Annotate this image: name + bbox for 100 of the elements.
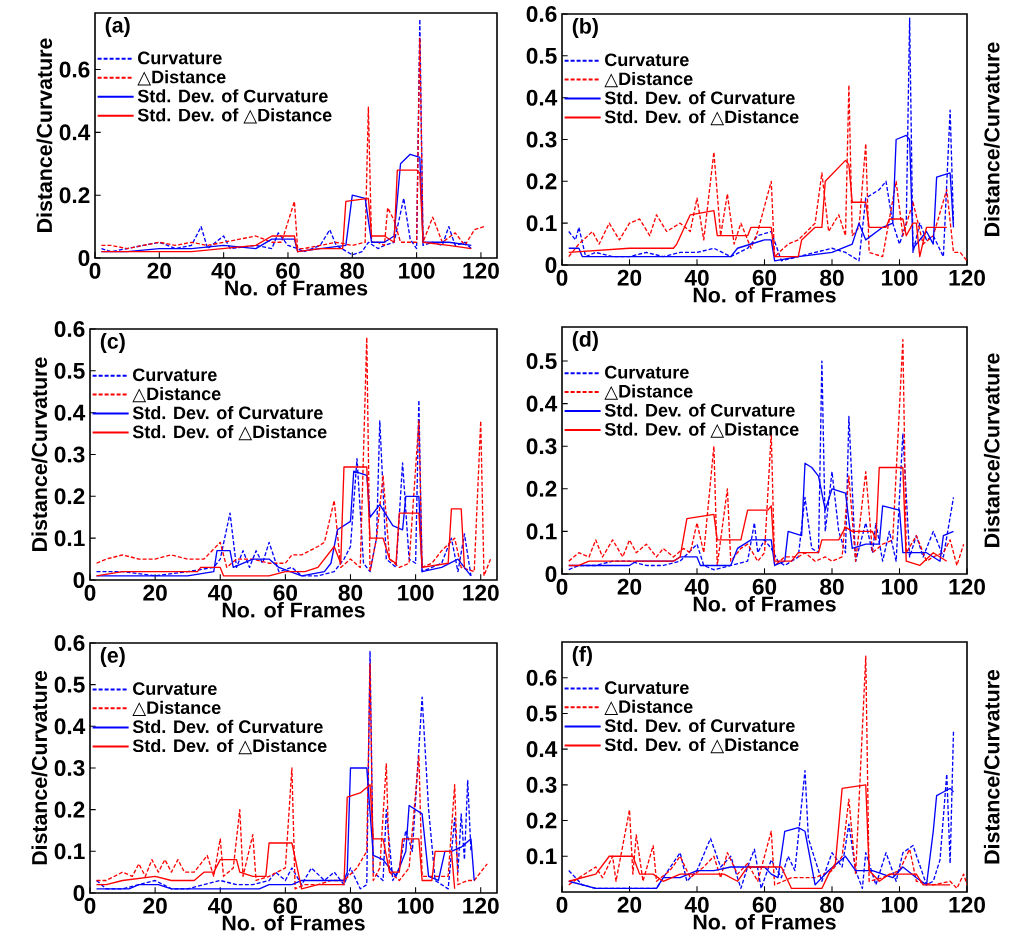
y-tick-label: 0.2 — [54, 801, 85, 818]
y-tick-label: 0.6 — [59, 61, 90, 78]
x-tick-label: 100 — [398, 584, 434, 601]
x-tick-label: 40 — [684, 578, 709, 595]
x-tick-label: 40 — [684, 269, 709, 286]
y-tick-label: 0.2 — [54, 488, 85, 505]
x-tick-label: 20 — [617, 269, 642, 286]
annotation: (e) — [100, 647, 125, 667]
legend-label: Std. Dev. of Curvature — [604, 403, 795, 417]
x-tick-label: 60 — [273, 897, 298, 914]
x-tick-label: 100 — [882, 578, 918, 595]
y-tick-label: 0.3 — [54, 759, 85, 777]
legend-label: Std. Dev. of △Distance — [604, 422, 799, 438]
legend-label: △Distance — [132, 700, 221, 717]
y-tick-label: 0.4 — [54, 718, 86, 735]
legend-label: Std. Dev. of △Distance — [604, 110, 799, 126]
y-tick-label: 0.6 — [54, 634, 85, 652]
y-axis-title: Distance/Curvature — [31, 357, 48, 551]
x-tick-label: 80 — [820, 269, 844, 286]
y-tick-label: 0.6 — [526, 5, 557, 23]
legend-label: △Distance — [132, 386, 221, 403]
y-axis-title: Distance/Curvature — [983, 42, 1000, 236]
x-axis-title: No. of Frames — [693, 913, 836, 930]
x-tick-label: 100 — [882, 269, 918, 286]
x-tick-label: 60 — [752, 896, 777, 913]
x-tick-label: 100 — [398, 897, 434, 914]
x-tick-label: 60 — [273, 584, 298, 601]
y-tick-label: 0.5 — [526, 47, 557, 64]
y-tick-label: 0.2 — [526, 480, 557, 497]
x-tick-label: 20 — [143, 897, 167, 914]
x-tick-label: 100 — [399, 262, 435, 279]
legend-label: Curvature — [133, 368, 217, 382]
y-axis-title: Distance/Curvature — [31, 670, 48, 865]
y-tick-label: 0.4 — [526, 741, 558, 758]
annotation: (b) — [572, 18, 598, 38]
y-tick-label: 0.4 — [526, 89, 558, 106]
legend-label: △Distance — [604, 71, 693, 88]
y-tick-label: 0.3 — [526, 776, 557, 793]
x-tick-label: 0 — [89, 262, 101, 279]
legend-label: Curvature — [605, 365, 689, 379]
x-tick-label: 40 — [684, 896, 709, 913]
y-tick-label: 0.5 — [54, 676, 85, 693]
y-axis-title: Distance/Curvature — [983, 669, 1000, 864]
legend-label: △Distance — [137, 70, 226, 86]
y-tick-label: 0.1 — [526, 848, 557, 865]
x-tick-label: 120 — [463, 897, 499, 914]
y-tick-label: 0.2 — [526, 812, 557, 829]
x-tick-label: 60 — [276, 262, 300, 279]
x-tick-label: 20 — [147, 262, 171, 279]
y-tick-label: 0.3 — [526, 438, 557, 455]
y-tick-label: 0.6 — [526, 669, 557, 686]
x-axis-title: No. of Frames — [693, 286, 836, 303]
legend-label: Std. Dev. of △Distance — [604, 737, 799, 754]
legend-label: Curvature — [138, 51, 222, 65]
annotation: (f) — [572, 646, 592, 666]
x-tick-label: 80 — [820, 578, 844, 595]
x-tick-label: 120 — [463, 262, 499, 279]
legend-label: Std. Dev. of Curvature — [137, 89, 328, 103]
y-tick-label: 0 — [545, 565, 557, 583]
x-tick-label: 80 — [340, 262, 364, 279]
legend-label: Std. Dev. of Curvature — [132, 406, 323, 420]
y-tick-label: 0.1 — [526, 215, 557, 232]
y-tick-label: 0 — [73, 884, 85, 902]
y-tick-label: 0.2 — [59, 187, 90, 204]
x-tick-label: 80 — [338, 584, 363, 601]
y-tick-label: 0.4 — [54, 404, 86, 421]
y-tick-label: 0.1 — [526, 523, 557, 540]
x-tick-label: 60 — [752, 269, 777, 286]
legend-label: Curvature — [605, 681, 689, 694]
legend-label: △Distance — [604, 384, 693, 400]
y-axis-title: Distance/Curvature — [36, 38, 53, 232]
annotation: (c) — [100, 333, 125, 353]
y-tick-label: 0.3 — [526, 131, 557, 148]
legend-label: Std. Dev. of △Distance — [132, 738, 327, 755]
y-tick-label: 0.5 — [526, 705, 557, 722]
x-tick-label: 80 — [338, 897, 363, 914]
y-tick-label: 0.5 — [526, 353, 557, 370]
x-tick-label: 20 — [143, 584, 167, 601]
y-axis-title: Distance/Curvature — [983, 353, 1000, 547]
legend-label: Std. Dev. of △Distance — [137, 108, 332, 124]
y-tick-label: 0.4 — [59, 124, 91, 141]
legend-label: Std. Dev. of Curvature — [604, 91, 795, 105]
y-tick-label: 0.5 — [54, 362, 85, 379]
x-tick-label: 20 — [617, 578, 642, 595]
x-tick-label: 40 — [207, 897, 232, 914]
x-tick-label: 120 — [463, 584, 499, 601]
x-tick-label: 40 — [207, 584, 232, 601]
x-tick-label: 60 — [752, 578, 777, 595]
x-tick-label: 120 — [949, 578, 985, 595]
y-tick-label: 0.3 — [54, 446, 85, 463]
legend-label: △Distance — [604, 699, 693, 716]
y-tick-label: 0 — [78, 249, 90, 267]
legend-label: Curvature — [605, 53, 689, 67]
x-tick-label: 120 — [949, 269, 985, 286]
y-tick-label: 0.1 — [54, 843, 85, 860]
x-axis-title: No. of Frames — [225, 279, 368, 296]
legend-label: Std. Dev. of Curvature — [132, 719, 323, 734]
x-tick-label: 20 — [617, 896, 642, 913]
x-axis-title: No. of Frames — [222, 914, 365, 931]
x-axis-title: No. of Frames — [222, 601, 365, 618]
